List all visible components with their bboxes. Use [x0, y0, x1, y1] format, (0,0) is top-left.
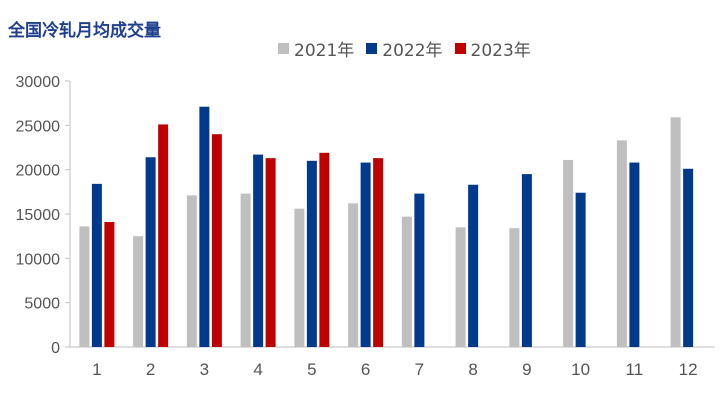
y-tick-label: 20000	[16, 163, 61, 180]
bar-2021年-5	[294, 208, 305, 347]
x-tick-label: 7	[415, 360, 424, 379]
bar-2022年-7	[414, 193, 425, 347]
bar-2021年-11	[616, 140, 627, 347]
legend-swatch-2023	[454, 43, 466, 54]
legend: 2021年 2022年 2023年	[278, 36, 531, 61]
legend-item-2023: 2023年	[454, 36, 531, 61]
x-tick-label: 12	[679, 360, 698, 379]
legend-item-2022: 2022年	[366, 36, 443, 61]
x-tick-label: 10	[571, 360, 590, 379]
bar-2022年-1	[91, 183, 102, 347]
legend-item-2021: 2021年	[278, 36, 354, 61]
bar-2021年-10	[563, 159, 574, 347]
bar-2021年-2	[133, 236, 144, 347]
x-tick-label: 1	[92, 360, 101, 379]
bar-2022年-3	[199, 106, 210, 347]
x-tick-label: 9	[522, 360, 531, 379]
bar-2021年-9	[509, 228, 520, 347]
bar-2023年-4	[265, 158, 276, 347]
bar-2022年-2	[145, 157, 156, 347]
legend-label-2021: 2021年	[294, 41, 355, 61]
bar-2022年-9	[521, 174, 532, 347]
y-tick-label: 5000	[24, 296, 60, 313]
bar-2022年-12	[683, 168, 694, 347]
bar-2022年-5	[306, 160, 317, 347]
x-tick-label: 2	[146, 360, 155, 379]
y-tick-label: 30000	[16, 74, 61, 91]
bar-2023年-2	[158, 124, 169, 348]
bar-2021年-12	[670, 117, 681, 347]
bar-2022年-10	[575, 192, 586, 347]
bar-2021年-7	[401, 216, 412, 347]
x-tick-label: 6	[361, 360, 370, 379]
y-tick-label: 10000	[16, 251, 61, 268]
y-tick-label: 15000	[16, 207, 61, 224]
legend-label-2022: 2022年	[382, 41, 443, 61]
chart-title: 全国冷轧月均成交量	[8, 21, 161, 41]
bar-2022年-11	[629, 162, 640, 347]
legend-label-2023: 2023年	[470, 41, 531, 61]
bar-2022年-4	[253, 154, 264, 347]
bar-2023年-3	[211, 134, 222, 347]
legend-swatch-2021	[278, 43, 289, 54]
x-tick-label: 11	[626, 360, 644, 379]
bar-2022年-8	[468, 184, 479, 347]
y-tick-label: 25000	[16, 118, 61, 135]
bar-2023年-6	[373, 158, 384, 347]
x-tick-label: 3	[200, 360, 209, 379]
x-tick-label: 4	[253, 360, 262, 379]
legend-swatch-2022	[366, 43, 378, 54]
bar-2021年-4	[240, 193, 251, 347]
bar-2023年-5	[319, 152, 330, 347]
y-tick-label: 0	[51, 340, 60, 357]
x-tick-label: 5	[307, 360, 316, 379]
bar-2021年-8	[455, 227, 466, 347]
bar-2021年-1	[79, 226, 90, 347]
bar-2021年-3	[186, 195, 197, 347]
bar-2023年-1	[104, 221, 115, 347]
x-tick-label: 8	[468, 360, 477, 379]
bar-2022年-6	[360, 162, 371, 347]
bar-2021年-6	[348, 203, 359, 347]
